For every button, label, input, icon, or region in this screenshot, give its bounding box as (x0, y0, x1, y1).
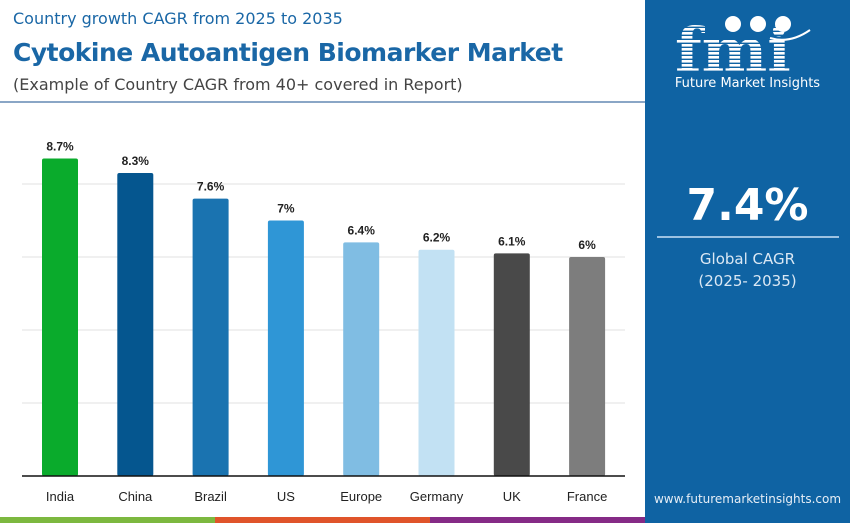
data-label: 7.6% (197, 180, 225, 194)
data-label: 6.1% (498, 234, 526, 248)
header-divider (0, 101, 645, 103)
data-label: 6% (578, 238, 596, 252)
x-tick-label: US (277, 489, 295, 504)
side-panel: fmi Future Market Insights 7.4% Global C… (645, 0, 850, 523)
global-cagr-label: Global CAGR (699, 250, 796, 268)
bar-uk (493, 253, 530, 476)
subtitle: (Example of Country CAGR from 40+ covere… (13, 75, 463, 94)
global-cagr-period: (2025- 2035) (698, 272, 797, 290)
x-tick-label: Brazil (194, 489, 227, 504)
footer-strip-purple (430, 517, 645, 523)
bar-brazil (192, 198, 229, 476)
x-tick-label: China (118, 489, 153, 504)
bar-france (569, 257, 606, 476)
bar-germany (418, 249, 455, 476)
x-tick-label: Europe (340, 489, 382, 504)
footer-strip-green (0, 517, 215, 523)
x-tick-label: India (46, 489, 75, 504)
data-label: 8.3% (122, 154, 150, 168)
x-tick-label: UK (503, 489, 521, 504)
brand-name: Future Market Insights (674, 76, 821, 91)
bar-india (42, 158, 78, 476)
subtitle-top: Country growth CAGR from 2025 to 2035 (13, 9, 343, 28)
panel-divider (657, 236, 839, 238)
data-label: 7% (277, 202, 295, 216)
global-cagr-value: 7.4% (686, 180, 809, 231)
fmi-logo: fmi (675, 14, 811, 74)
bar-us (267, 220, 304, 476)
bar-china (117, 173, 154, 477)
footer-strip-orange (215, 517, 430, 523)
data-label: 6.2% (423, 231, 451, 245)
page-title: Cytokine Autoantigen Biomarker Market (13, 38, 563, 67)
data-label: 8.7% (46, 139, 74, 153)
bar-europe (343, 242, 380, 476)
x-tick-label: Germany (410, 489, 464, 504)
website-link[interactable]: www.futuremarketinsights.com (653, 492, 842, 506)
data-label: 6.4% (348, 223, 376, 237)
bar-chart: 8.7% India 8.3% China 7.6% Brazil 7% US 6.4% Euro… (22, 139, 625, 504)
x-tick-label: France (567, 489, 607, 504)
